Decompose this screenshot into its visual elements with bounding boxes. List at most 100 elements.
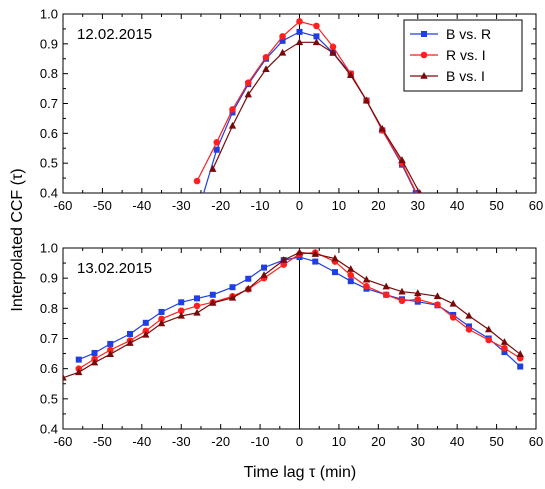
y-tick-label: 0.8 [40, 301, 58, 316]
x-tick-label: 20 [371, 434, 385, 449]
data-point-r-vs-i [398, 297, 406, 305]
panel-date: 12.02.2015 [77, 26, 152, 43]
x-tick-label: 50 [489, 198, 503, 213]
series-b-vs-i [63, 248, 524, 381]
data-point-b-vs-r [245, 275, 252, 282]
x-tick-label: 30 [411, 198, 425, 213]
data-point-b-vs-i [75, 368, 83, 376]
data-point-b-vs-i [311, 250, 319, 257]
data-point-b-vs-i [63, 373, 67, 381]
x-tick-label: 60 [529, 434, 543, 449]
data-point-b-vs-i [209, 298, 217, 306]
x-tick-label: -20 [211, 434, 230, 449]
data-point-b-vs-r [107, 340, 114, 347]
plot-area [63, 248, 524, 381]
data-point-b-vs-i [500, 338, 509, 345]
x-tick-label: -30 [172, 434, 191, 449]
data-point-b-vs-i [295, 38, 304, 46]
y-tick-label: 0.7 [40, 331, 58, 346]
data-point-r-vs-i [347, 271, 355, 279]
x-tick-label: -10 [251, 434, 270, 449]
data-point-r-vs-i [449, 314, 457, 321]
x-tick-label: -10 [251, 198, 270, 213]
series-r-vs-i [193, 18, 420, 193]
data-point-r-vs-i [193, 177, 201, 185]
panel-bottom: -60 -50 -40 -30 -20 -10 0 10 20 30 40 50 60 0.4 0.5 0.6… [40, 241, 543, 450]
data-point-b-vs-i [347, 265, 355, 272]
x-tick-label: 40 [450, 434, 464, 449]
data-point-r-vs-i [213, 138, 221, 146]
data-point-b-vs-i [157, 319, 166, 327]
data-point-b-vs-r [296, 28, 303, 35]
legend: B vs. R R vs. I B vs. I [403, 19, 523, 92]
data-point-r-vs-i [193, 302, 201, 310]
y-tick-label: 0.4 [40, 186, 58, 201]
x-tick-label: 20 [371, 198, 385, 213]
data-point-b-vs-r [213, 146, 220, 153]
legend-label: R vs. I [446, 47, 486, 63]
data-point-b-vs-i [142, 330, 150, 338]
data-point-r-vs-i [158, 315, 165, 323]
data-point-b-vs-i [244, 90, 252, 98]
x-tick-label: -40 [132, 198, 151, 213]
data-point-b-vs-r [194, 295, 201, 302]
data-point-b-vs-i [362, 275, 371, 283]
x-tick-label: 50 [489, 434, 503, 449]
x-tick-label: 30 [411, 434, 425, 449]
data-point-b-vs-r [142, 319, 149, 326]
legend-item-r-vs-i: R vs. I [410, 47, 486, 63]
y-tick-label: 1.0 [40, 241, 58, 256]
plot-area [193, 18, 422, 205]
data-point-b-vs-r [127, 330, 134, 337]
data-point-r-vs-i [465, 326, 473, 333]
x-tick-label: -60 [54, 434, 73, 449]
data-point-b-vs-i [106, 350, 114, 357]
data-point-b-vs-i [398, 156, 406, 163]
legend-item-b-vs-r: B vs. R [410, 26, 491, 42]
x-axis-label: Time lag τ (min) [244, 464, 356, 481]
series-line-b-vs-r [203, 31, 417, 193]
data-point-r-vs-i [177, 307, 185, 315]
data-point-b-vs-r [198, 199, 204, 205]
data-point-r-vs-i [229, 106, 236, 113]
series-b-vs-r [198, 28, 419, 205]
data-point-b-vs-i [295, 248, 304, 256]
data-point-b-vs-r [158, 308, 165, 315]
data-point-b-vs-r [261, 264, 268, 271]
legend-label: B vs. R [446, 26, 491, 42]
data-point-b-vs-r [347, 278, 354, 285]
data-point-b-vs-i [193, 308, 201, 316]
data-point-r-vs-i [485, 336, 493, 344]
x-tick-label: 40 [450, 198, 464, 213]
data-point-b-vs-i [382, 282, 390, 290]
data-point-b-vs-i [177, 311, 185, 319]
y-tick-label: 0.5 [40, 391, 58, 406]
data-point-b-vs-i [90, 358, 99, 366]
data-point-b-vs-i [347, 71, 355, 78]
y-tick-label: 0.8 [40, 66, 58, 81]
data-point-r-vs-i [501, 344, 508, 352]
x-tick-label: -40 [132, 434, 151, 449]
data-point-b-vs-r [178, 299, 185, 306]
data-point-b-vs-i [362, 96, 371, 104]
data-point-r-vs-i [434, 301, 441, 309]
data-point-b-vs-i [262, 65, 270, 72]
data-point-b-vs-i [398, 287, 406, 295]
data-point-b-vs-i [516, 350, 524, 357]
x-tick-label: -50 [93, 434, 112, 449]
y-tick-label: 0.6 [40, 361, 58, 376]
y-tick-label: 0.6 [40, 126, 58, 141]
data-point-b-vs-i [126, 339, 134, 346]
data-point-r-vs-i [107, 346, 114, 354]
data-point-r-vs-i [414, 295, 422, 303]
data-point-b-vs-i [331, 254, 339, 262]
panel-top: -60 -50 -40 -30 -20 -10 0 10 20 30 40 50 60 0.4 0.5 0.6… [40, 7, 543, 214]
data-point-r-vs-i [280, 261, 288, 268]
x-tick-label: 10 [332, 198, 346, 213]
data-point-b-vs-i [278, 48, 287, 56]
data-point-b-vs-r [312, 258, 319, 265]
x-tick-label: -60 [54, 198, 73, 213]
y-axis-label: Interpolated CCF (τ) [9, 168, 26, 311]
data-point-b-vs-i [209, 165, 217, 172]
x-tick-label: 0 [296, 198, 303, 213]
